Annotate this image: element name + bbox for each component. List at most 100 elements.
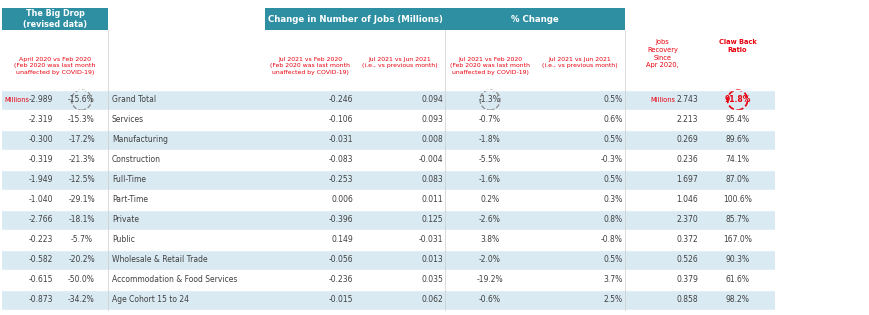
Text: -0.056: -0.056 (328, 255, 353, 265)
Text: Manufacturing: Manufacturing (112, 135, 168, 145)
Text: Part-Time: Part-Time (112, 196, 148, 204)
Text: Claw Back
Ratio: Claw Back Ratio (718, 39, 755, 53)
Text: -0.7%: -0.7% (479, 116, 501, 124)
Text: Millions: Millions (649, 97, 674, 103)
Text: 2.213: 2.213 (676, 116, 697, 124)
Text: 0.093: 0.093 (421, 116, 442, 124)
Text: -0.004: -0.004 (418, 156, 442, 164)
Text: -0.253: -0.253 (328, 175, 353, 185)
Text: -2.989: -2.989 (29, 95, 53, 105)
Text: 3.7%: 3.7% (603, 276, 622, 284)
Text: 0.2%: 0.2% (480, 196, 499, 204)
Text: Grand Total: Grand Total (112, 95, 156, 105)
Text: -0.6%: -0.6% (479, 295, 501, 305)
Text: 3.8%: 3.8% (480, 236, 499, 244)
Bar (2, 210, 774, 230)
Text: -1.040: -1.040 (29, 196, 53, 204)
Text: -15.6%: -15.6% (68, 95, 95, 105)
Text: 0.858: 0.858 (675, 295, 697, 305)
Text: Age Cohort 15 to 24: Age Cohort 15 to 24 (112, 295, 189, 305)
Text: 95.4%: 95.4% (725, 116, 749, 124)
Text: -18.1%: -18.1% (68, 215, 95, 225)
Text: Jul 2021 vs Jun 2021
(i.e., vs previous month): Jul 2021 vs Jun 2021 (i.e., vs previous … (541, 57, 617, 68)
Text: -2.6%: -2.6% (479, 215, 501, 225)
Text: 100.6%: 100.6% (722, 196, 751, 204)
Text: 0.011: 0.011 (421, 196, 442, 204)
Text: 74.1%: 74.1% (725, 156, 748, 164)
Text: 0.083: 0.083 (421, 175, 442, 185)
Text: -29.1%: -29.1% (68, 196, 95, 204)
Text: -20.2%: -20.2% (68, 255, 95, 265)
Text: 0.6%: 0.6% (603, 116, 622, 124)
Text: April 2020 vs Feb 2020
(Feb 2020 was last month
unaffected by COVID-19): April 2020 vs Feb 2020 (Feb 2020 was las… (14, 57, 96, 75)
Text: 0.5%: 0.5% (603, 175, 622, 185)
Text: 1.046: 1.046 (675, 196, 697, 204)
Text: -0.300: -0.300 (29, 135, 53, 145)
Text: 0.8%: 0.8% (603, 215, 622, 225)
Text: -2.0%: -2.0% (479, 255, 501, 265)
Text: 0.5%: 0.5% (603, 135, 622, 145)
Text: -15.3%: -15.3% (68, 116, 95, 124)
Text: -0.083: -0.083 (328, 156, 353, 164)
Text: -0.223: -0.223 (29, 236, 53, 244)
Text: 0.236: 0.236 (675, 156, 697, 164)
Text: -0.246: -0.246 (328, 95, 353, 105)
Text: 61.6%: 61.6% (725, 276, 748, 284)
Text: 91.8%: 91.8% (724, 95, 750, 105)
Bar (2, 190, 774, 210)
Text: -1.3%: -1.3% (479, 95, 501, 105)
Text: 85.7%: 85.7% (725, 215, 748, 225)
Bar (2, 250, 774, 270)
Text: -0.396: -0.396 (328, 215, 353, 225)
Text: -50.0%: -50.0% (68, 276, 95, 284)
Text: Full-Time: Full-Time (112, 175, 146, 185)
Text: 0.125: 0.125 (421, 215, 442, 225)
Text: 0.006: 0.006 (331, 196, 353, 204)
Text: -0.873: -0.873 (29, 295, 53, 305)
Bar (2, 110, 774, 130)
Text: -0.615: -0.615 (29, 276, 53, 284)
Text: 90.3%: 90.3% (725, 255, 749, 265)
Text: 0.526: 0.526 (675, 255, 697, 265)
Text: Change in Number of Jobs (Millions): Change in Number of Jobs (Millions) (268, 14, 442, 24)
Text: -1.8%: -1.8% (479, 135, 501, 145)
Text: -0.015: -0.015 (328, 295, 353, 305)
Text: 167.0%: 167.0% (722, 236, 751, 244)
Text: -5.7%: -5.7% (70, 236, 92, 244)
Text: Services: Services (112, 116, 144, 124)
Bar (2, 170, 774, 190)
Text: 0.372: 0.372 (675, 236, 697, 244)
Text: 2.370: 2.370 (675, 215, 697, 225)
Text: -0.582: -0.582 (29, 255, 53, 265)
Text: -34.2%: -34.2% (68, 295, 95, 305)
Text: Construction: Construction (112, 156, 161, 164)
Text: Wholesale & Retail Trade: Wholesale & Retail Trade (112, 255, 208, 265)
Bar (2, 230, 774, 250)
Text: 0.269: 0.269 (675, 135, 697, 145)
Text: -0.106: -0.106 (328, 116, 353, 124)
Text: -0.031: -0.031 (418, 236, 442, 244)
Text: Millions: Millions (4, 97, 29, 103)
Text: % Change: % Change (511, 14, 558, 24)
Text: -0.8%: -0.8% (600, 236, 622, 244)
Bar (2, 90, 774, 110)
Text: -21.3%: -21.3% (68, 156, 95, 164)
Text: 2.743: 2.743 (675, 95, 697, 105)
Text: Public: Public (112, 236, 135, 244)
Text: Accommodation & Food Services: Accommodation & Food Services (112, 276, 237, 284)
Text: 0.062: 0.062 (421, 295, 442, 305)
Text: 0.013: 0.013 (421, 255, 442, 265)
Bar (2, 150, 774, 170)
Bar (2, 270, 774, 290)
Text: 0.035: 0.035 (421, 276, 442, 284)
Text: The Big Drop
(revised data): The Big Drop (revised data) (23, 9, 87, 29)
Text: -0.236: -0.236 (328, 276, 353, 284)
Bar (2, 290, 774, 310)
Text: 0.5%: 0.5% (603, 255, 622, 265)
Text: -1.949: -1.949 (29, 175, 53, 185)
Text: -19.2%: -19.2% (476, 276, 503, 284)
Text: -12.5%: -12.5% (68, 175, 95, 185)
Text: Jul 2021 vs Jun 2021
(i.e., vs previous month): Jul 2021 vs Jun 2021 (i.e., vs previous … (362, 57, 437, 68)
Text: -0.031: -0.031 (328, 135, 353, 145)
Text: -2.319: -2.319 (29, 116, 53, 124)
